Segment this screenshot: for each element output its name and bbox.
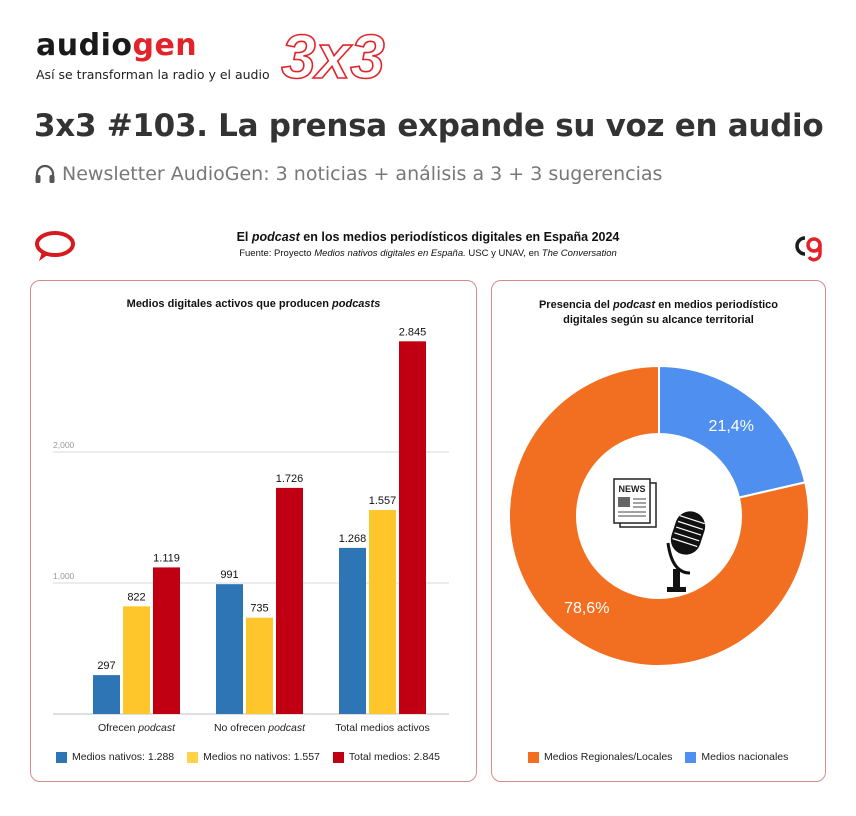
legend-label: Medios nacionales — [701, 751, 789, 763]
x-category-label: No ofrecen podcast — [214, 722, 306, 734]
legend-swatch — [56, 751, 67, 763]
legend-item-no-nativos: Medios no nativos: 1.557 — [187, 751, 320, 763]
bar-value-label: 991 — [220, 569, 238, 581]
audiogen-logo: audiogen Así se transforman la radio y e… — [36, 28, 270, 82]
bar-value-label: 297 — [97, 660, 115, 672]
donut-chart: 21,4% 78,6% NEWS — [508, 364, 810, 667]
bar-value-label: 1.119 — [153, 552, 180, 564]
donut-chart-panel: Presencia del podcast en medios periodís… — [491, 280, 826, 782]
infographic-title-pre: El — [236, 230, 252, 244]
source-pre: Fuente: Proyecto — [239, 248, 315, 259]
legend-label: Medios Regionales/Locales — [544, 751, 673, 763]
bar-chart-panel: Medios digitales activos que producen po… — [30, 280, 477, 782]
infographic-source: Fuente: Proyecto Medios nativos digitale… — [22, 248, 834, 259]
microphone-icon — [666, 511, 706, 592]
legend-item-nacionales: Medios nacionales — [685, 751, 788, 763]
legend-swatch — [187, 751, 199, 763]
page-subtitle: Newsletter AudioGen: 3 noticias + anális… — [34, 163, 662, 185]
legend-label: Medios nativos: 1.288 — [72, 751, 175, 763]
legend-label: Total medios: 2.845 — [348, 751, 440, 763]
audiogen-mini-logo-icon — [795, 236, 822, 262]
infographic-title-em: podcast — [251, 230, 300, 244]
subtitle-text: Newsletter AudioGen: 3 noticias + anális… — [62, 163, 663, 185]
y-tick-label: 1,000 — [53, 571, 75, 581]
bar-chart-title: Medios digitales activos que producen po… — [126, 298, 381, 310]
legend-item-regionales: Medios Regionales/Locales — [528, 751, 672, 763]
x-category-label: Ofrecen podcast — [98, 722, 176, 734]
legend-label: Medios no nativos: 1.557 — [203, 751, 320, 763]
bar-value-label: 1.268 — [339, 533, 367, 545]
infographic-title-post: en los medios periodísticos digitales en… — [299, 230, 620, 244]
donut-slice — [508, 364, 810, 667]
bar-value-label: 822 — [127, 591, 145, 603]
legend-swatch — [332, 751, 344, 763]
logo-word-audio: audio — [36, 28, 133, 63]
bar — [153, 567, 180, 714]
legend-swatch — [528, 751, 539, 763]
logo-wordmark: audiogen — [36, 28, 270, 63]
source-em: Medios nativos digitales en España. — [314, 248, 466, 259]
source-em2: The Conversation — [541, 248, 617, 259]
bar — [216, 584, 243, 714]
donut-chart-title: Presencia del podcast en medios periodís… — [538, 299, 779, 326]
bar — [369, 510, 396, 714]
x-category-label: Total medios activos — [335, 722, 430, 734]
bar — [93, 675, 120, 714]
3x3-badge: 3x3 — [258, 22, 408, 93]
donut-chart-legend: Medios Regionales/Locales Medios naciona… — [528, 751, 801, 763]
bar — [399, 341, 426, 714]
donut-slice — [658, 364, 807, 499]
y-tick-label: 2,000 — [53, 440, 75, 450]
page-title: 3x3 #103. La prensa expande su voz en au… — [34, 108, 824, 144]
badge-text: 3x3 — [281, 24, 384, 86]
bar — [339, 547, 366, 714]
bar-value-label: 735 — [250, 603, 268, 615]
bar — [246, 617, 273, 714]
bar-chart: 1,000 2,000 297 822 1.119 Ofrecen podcast 991 7… — [53, 326, 449, 734]
source-mid: USC y UNAV, en — [465, 248, 542, 259]
bar — [123, 606, 150, 714]
bar-value-label: 1.557 — [369, 495, 397, 507]
newspaper-icon: NEWS — [613, 478, 657, 528]
slice-value-label: 78,6% — [564, 600, 609, 617]
logo-word-gen: gen — [132, 28, 198, 63]
bar-chart-legend: Medios nativos: 1.288 Medios no nativos:… — [56, 751, 453, 763]
headphones-icon — [35, 164, 55, 183]
legend-swatch — [685, 751, 697, 763]
bar-value-label: 1.726 — [276, 473, 304, 485]
logo-tagline: Así se transforman la radio y el audio — [36, 67, 270, 82]
infographic: El podcast en los medios periodísticos d… — [22, 218, 834, 796]
newspaper-text: NEWS — [619, 484, 646, 494]
bar — [276, 487, 303, 714]
conversation-logo-icon — [35, 231, 75, 261]
slice-value-label: 21,4% — [709, 418, 754, 435]
infographic-title: El podcast en los medios periodísticos d… — [22, 230, 834, 244]
legend-item-total: Total medios: 2.845 — [332, 751, 440, 763]
bar-value-label: 2.845 — [399, 326, 427, 338]
legend-item-nativos: Medios nativos: 1.288 — [56, 751, 174, 763]
